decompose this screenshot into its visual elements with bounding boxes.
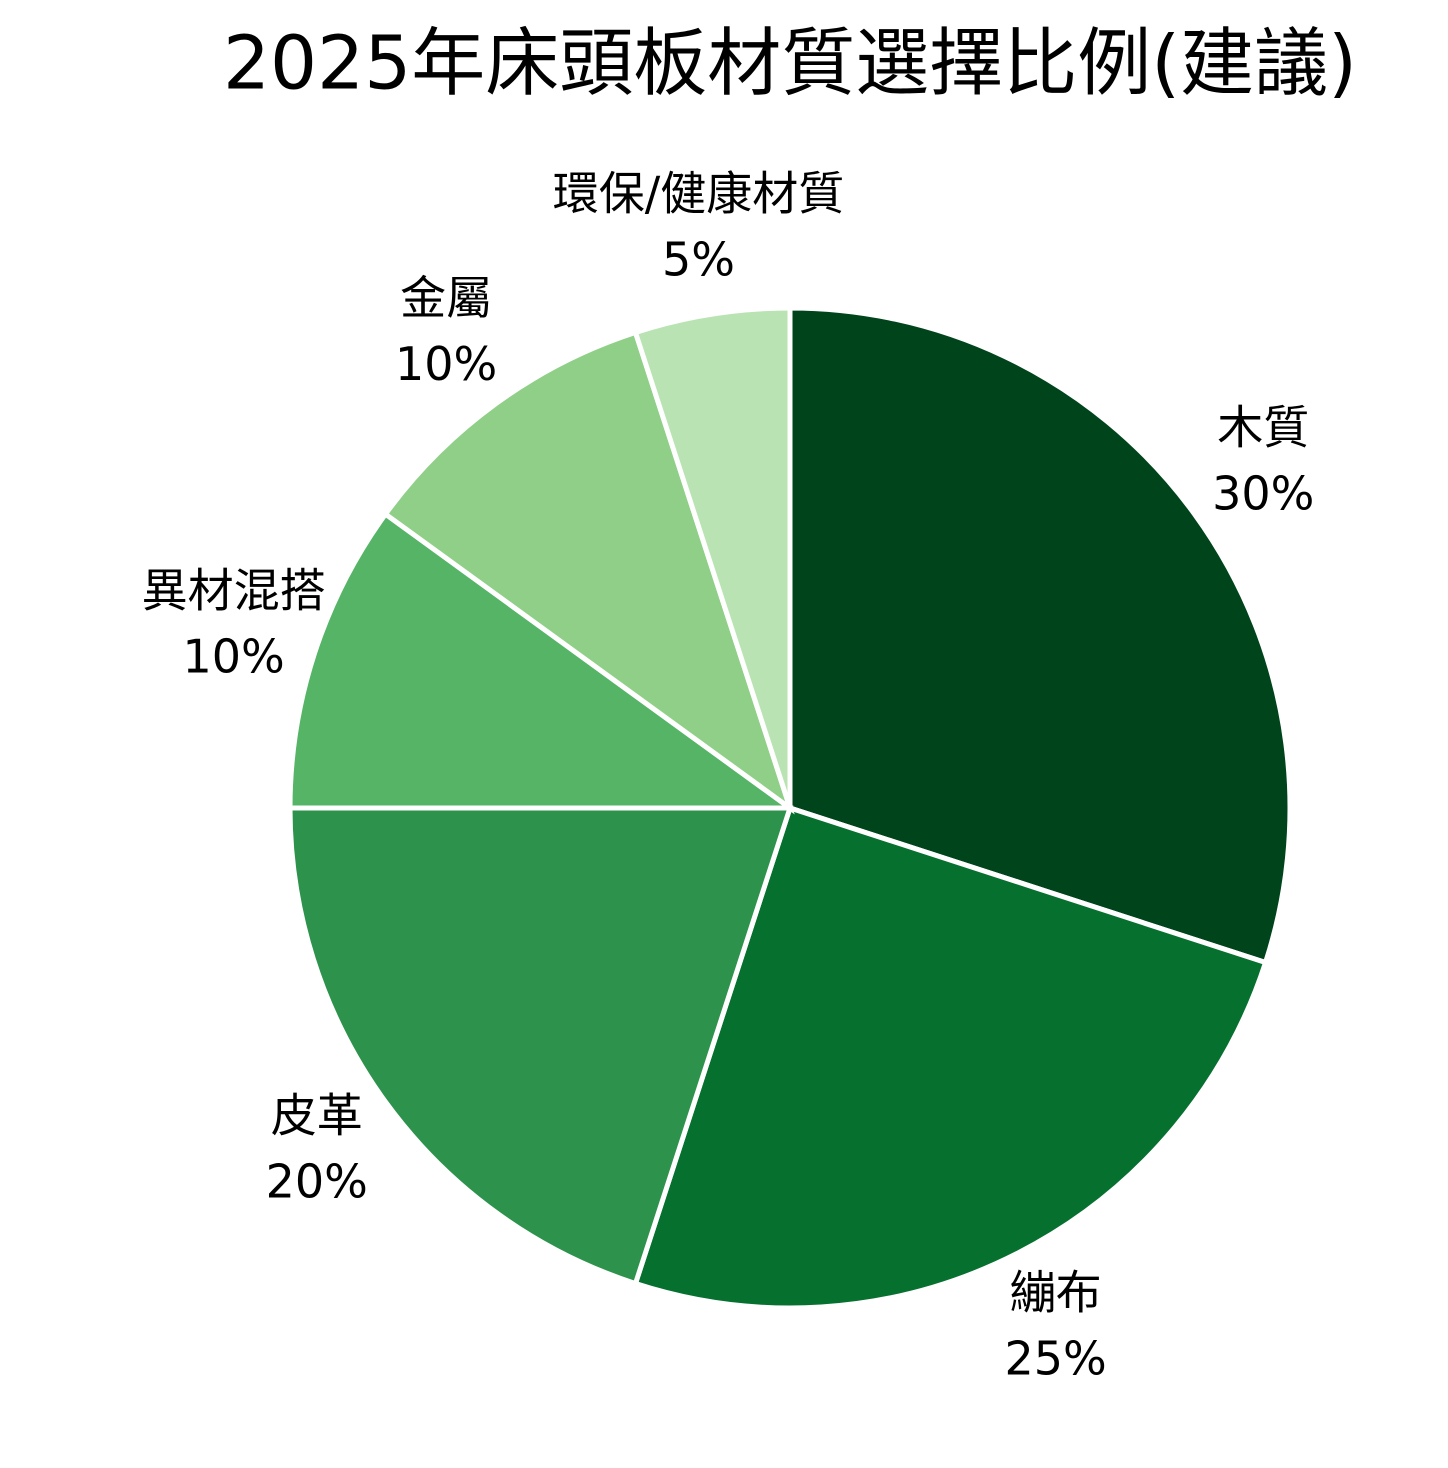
pie-slice [632,804,1269,1311]
pie-slice [287,805,794,1287]
pie-slice [287,510,798,811]
slice-label: 皮革 [271,1088,363,1142]
pie-slice [381,329,795,815]
value-label: 10% [183,630,285,684]
value-label: 10% [395,337,497,391]
value-label: 20% [266,1154,368,1208]
slice-label: 環保/健康材質 [553,167,845,221]
pie-slice [632,305,793,809]
chart-title: 2025年床頭板材質選擇比例(建議) [223,21,1357,107]
value-label: 5% [662,233,735,287]
pie-slice [787,305,1293,966]
slice-label: 繃布 [1010,1266,1102,1320]
slice-label: 異材混搭 [142,564,326,618]
slice-label: 金屬 [400,271,492,325]
value-label: 25% [1004,1332,1106,1386]
value-label: 30% [1212,467,1314,521]
slice-label: 木質 [1217,401,1309,455]
